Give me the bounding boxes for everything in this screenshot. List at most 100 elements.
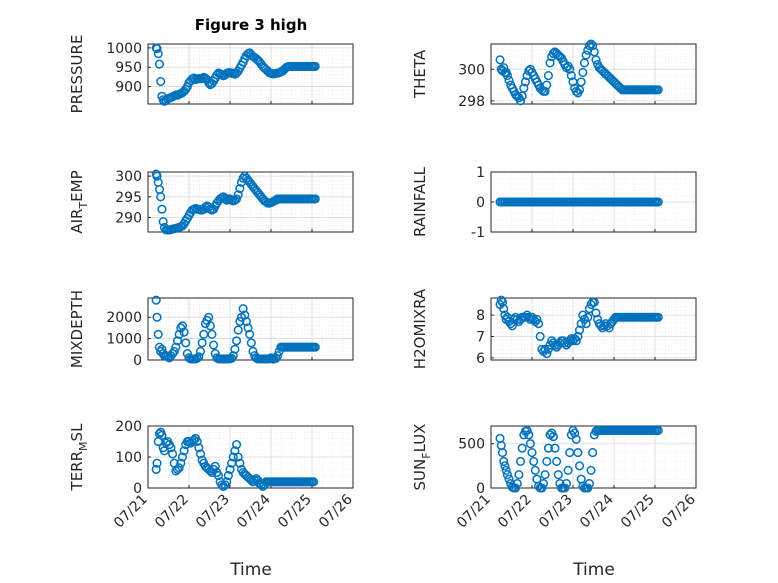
rainfall-ytick-label: 0 bbox=[476, 195, 485, 211]
terr_msl-ylabel-sub: M bbox=[77, 441, 90, 451]
sun_flux-xtick-label: 07/26 bbox=[659, 491, 699, 531]
h2omixra-ytick-label: 6 bbox=[476, 351, 485, 367]
rainfall-axes: -1 0 1 RAINFALL bbox=[411, 165, 697, 241]
terr_msl-point bbox=[228, 452, 238, 462]
mixdepth-point bbox=[240, 310, 250, 320]
sun_flux-point bbox=[522, 425, 532, 435]
mixdepth-point bbox=[245, 329, 255, 339]
air_temp-point bbox=[156, 192, 166, 202]
sun_flux-ylabel-sub: F bbox=[420, 452, 433, 458]
mixdepth-point bbox=[205, 321, 215, 331]
h2omixra-point bbox=[524, 312, 534, 322]
theta-point bbox=[520, 77, 530, 87]
sun_flux-point bbox=[502, 470, 512, 480]
pressure-ylabel-main: PRESSURE bbox=[68, 35, 86, 114]
sun_flux-point bbox=[517, 443, 527, 453]
sun_flux-point bbox=[548, 432, 558, 442]
terr_msl-point bbox=[152, 458, 162, 468]
theta-ytick-label: 298 bbox=[458, 94, 485, 110]
theta-ylabel-main: THETA bbox=[411, 49, 429, 99]
rainfall-frame bbox=[490, 171, 697, 233]
air_temp-point bbox=[232, 194, 242, 204]
mixdepth-point bbox=[207, 329, 217, 339]
theta-point bbox=[578, 67, 588, 77]
h2omixra-ytick-label: 8 bbox=[476, 308, 485, 324]
air_temp-ylabel-sub: T bbox=[77, 202, 90, 210]
mixdepth-ytick-label: 1000 bbox=[106, 332, 142, 348]
sun_flux-point bbox=[525, 439, 535, 449]
theta-point bbox=[586, 39, 596, 49]
sun_flux-point bbox=[560, 483, 570, 493]
terr_msl-point bbox=[246, 475, 256, 485]
theta-point bbox=[565, 64, 575, 74]
h2omixra-point bbox=[534, 319, 544, 329]
h2omixra-point bbox=[543, 344, 553, 354]
x-axis-label-right: Time bbox=[572, 560, 615, 580]
air_temp-ytick-label: 290 bbox=[115, 211, 142, 227]
terr_msl-point bbox=[151, 464, 161, 474]
sun_flux-point bbox=[512, 479, 522, 489]
sun_flux-point bbox=[543, 443, 553, 453]
mixdepth-point bbox=[181, 338, 191, 348]
theta-ylabel: THETA bbox=[411, 49, 429, 99]
terr_msl-ytick-label: 0 bbox=[133, 481, 142, 497]
theta-point bbox=[591, 55, 601, 65]
air_temp-ylabel-tail: EMP bbox=[68, 170, 86, 201]
terr_msl-point bbox=[194, 443, 204, 453]
h2omixra-point bbox=[575, 325, 585, 335]
h2omixra-point bbox=[520, 312, 530, 322]
terr_msl-point bbox=[195, 449, 206, 459]
mixdepth-point bbox=[235, 316, 245, 327]
air_temp-point bbox=[238, 173, 248, 183]
sun_flux-xtick-label: 07/25 bbox=[618, 492, 658, 532]
sun_flux-point bbox=[511, 483, 521, 493]
sun_flux-ylabel-tail: LUX bbox=[411, 424, 429, 453]
sun_flux-point bbox=[514, 470, 524, 480]
sun_flux-point bbox=[553, 470, 563, 480]
x-axis-label-left: Time bbox=[229, 560, 272, 580]
h2omixra-point bbox=[500, 310, 510, 320]
pressure-ytick-label: 900 bbox=[115, 80, 142, 96]
mixdepth-point bbox=[246, 338, 256, 348]
sun_flux-point bbox=[550, 443, 560, 453]
terr_msl-point bbox=[192, 436, 202, 447]
theta-point bbox=[545, 58, 555, 68]
air_temp-point bbox=[152, 171, 162, 181]
pressure-ylabel: PRESSURE bbox=[68, 35, 86, 114]
theta-point bbox=[519, 83, 529, 93]
sun_flux-point bbox=[540, 470, 550, 480]
pressure-axes: 900 950 1000 PRESSURE bbox=[68, 35, 354, 114]
pressure-frame bbox=[147, 43, 354, 105]
h2omixra-point bbox=[565, 336, 575, 346]
terr_msl-point bbox=[176, 458, 186, 468]
mixdepth-point bbox=[169, 346, 179, 356]
terr_msl-xtick-label: 07/25 bbox=[275, 492, 315, 532]
sun_flux-point bbox=[537, 483, 547, 493]
terr_msl-point bbox=[177, 452, 187, 462]
h2omixra-point bbox=[507, 321, 517, 331]
air_temp-point bbox=[235, 184, 245, 194]
mixdepth-point bbox=[194, 352, 204, 362]
pressure-point bbox=[310, 61, 320, 72]
mixdepth-point bbox=[233, 325, 243, 335]
air_temp-point bbox=[157, 204, 167, 214]
sun_flux-point bbox=[538, 479, 549, 489]
h2omixra-point bbox=[583, 312, 593, 322]
mixdepth-point bbox=[172, 336, 183, 346]
terr_msl-xtick-label: 07/21 bbox=[111, 492, 151, 532]
theta-point bbox=[540, 86, 550, 96]
pressure-point bbox=[152, 44, 162, 54]
h2omixra-point bbox=[571, 336, 581, 346]
sun_flux-point bbox=[542, 456, 552, 466]
h2omixra-point bbox=[591, 308, 601, 318]
terr_msl-point bbox=[233, 452, 243, 462]
mixdepth-point bbox=[243, 323, 253, 333]
sun_flux-point bbox=[552, 456, 562, 466]
air_temp-ylabel-main: AIR bbox=[68, 209, 86, 234]
h2omixra-point bbox=[581, 319, 591, 329]
h2omixra-point bbox=[535, 331, 545, 342]
sun_flux-point bbox=[501, 465, 511, 475]
h2omixra-point bbox=[542, 349, 552, 359]
terr_msl-point bbox=[213, 471, 224, 481]
